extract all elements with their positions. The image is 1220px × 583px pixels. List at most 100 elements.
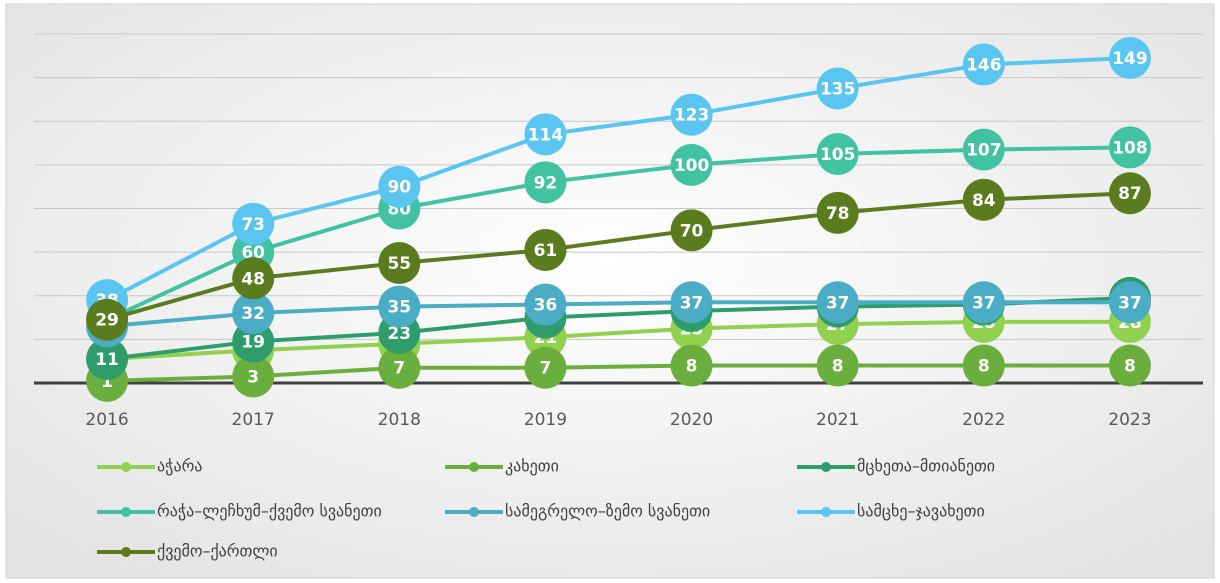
data-label: 149: [1112, 49, 1148, 69]
data-label: 107: [966, 141, 1002, 161]
data-point: [670, 93, 713, 136]
data-point: [1108, 281, 1151, 324]
data-point: [962, 128, 1005, 171]
series-line: [106, 145, 1130, 322]
data-point: [962, 43, 1005, 86]
x-tick-label: 2023: [1108, 410, 1151, 430]
legend-marker: [469, 462, 479, 472]
data-point: [670, 209, 713, 252]
data-label: 29: [95, 311, 119, 331]
data-label: 8: [978, 357, 990, 377]
x-tick-label: 2017: [232, 410, 275, 430]
data-label: 55: [387, 254, 411, 274]
x-tick-label: 2022: [962, 410, 1005, 430]
data-point: [816, 281, 859, 324]
legend-marker: [121, 507, 131, 517]
legend-marker: [121, 462, 131, 472]
data-label: 37: [826, 293, 850, 313]
legend-label: სამეგრელო–ზემო სვანეთი: [505, 502, 710, 521]
data-point: [524, 161, 567, 204]
data-point: [524, 113, 567, 156]
data-point: [378, 285, 421, 328]
data-label: 32: [241, 304, 265, 324]
series-line: [106, 300, 1130, 329]
data-point: [524, 283, 567, 326]
data-point: [1108, 344, 1151, 387]
legend-label: ქვემო–ქართლი: [157, 542, 278, 561]
data-label: 146: [966, 56, 1002, 76]
data-point: [1108, 36, 1151, 79]
data-point: [670, 143, 713, 186]
data-point: [86, 298, 129, 341]
data-label: 37: [1118, 293, 1142, 313]
data-label: 37: [680, 293, 704, 313]
data-point: [232, 355, 275, 398]
data-point: [232, 202, 275, 245]
data-label: 23: [387, 324, 411, 344]
data-label: 8: [832, 357, 844, 377]
data-point: [524, 228, 567, 271]
legend-marker: [121, 547, 131, 557]
data-point: [962, 178, 1005, 221]
data-point: [378, 346, 421, 389]
legend-marker: [821, 462, 831, 472]
data-point: [816, 67, 859, 110]
data-point: [962, 344, 1005, 387]
data-point: [1108, 172, 1151, 215]
data-label: 35: [387, 298, 411, 318]
data-point: [670, 281, 713, 324]
series-line: [106, 55, 1131, 302]
legend-marker: [821, 507, 831, 517]
legend-label: კახეთი: [505, 457, 559, 476]
x-tick-label: 2019: [524, 410, 567, 430]
data-label: 11: [95, 350, 119, 370]
data-label: 135: [820, 80, 856, 100]
data-point: [86, 338, 129, 381]
data-label: 105: [820, 145, 856, 165]
data-label: 87: [1118, 184, 1142, 204]
data-label: 8: [1124, 357, 1136, 377]
data-label: 7: [393, 359, 405, 379]
x-tick-label: 2018: [378, 410, 421, 430]
x-tick-label: 2016: [85, 410, 128, 430]
data-point: [816, 132, 859, 175]
data-label: 90: [387, 178, 411, 198]
data-point: [378, 242, 421, 285]
data-point: [232, 292, 275, 335]
data-point: [962, 281, 1005, 324]
data-label: 60: [241, 243, 265, 263]
data-point: [378, 165, 421, 208]
data-point: [816, 191, 859, 234]
x-tick-label: 2021: [816, 410, 859, 430]
data-label: 1: [101, 372, 113, 392]
data-point: [232, 257, 275, 300]
data-label: 3: [247, 367, 259, 387]
data-point: [524, 346, 567, 389]
data-label: 70: [680, 221, 704, 241]
data-point: [670, 344, 713, 387]
legend-label: მცხეთა–მთიანეთი: [857, 457, 995, 476]
legend-label: სამცხე–ჯავახეთი: [857, 502, 985, 521]
series-line: [106, 319, 1130, 362]
data-label: 8: [686, 357, 698, 377]
series-line: [107, 363, 1130, 383]
legend-label: აჭარა: [157, 457, 202, 476]
data-label: 7: [540, 359, 552, 379]
data-label: 61: [534, 241, 558, 261]
data-label: 108: [1112, 138, 1148, 158]
data-label: 73: [241, 215, 265, 235]
legend-label: რაჭა–ლეჩხუმ–ქვემო სვანეთი: [157, 502, 382, 521]
data-label: 19: [241, 333, 265, 353]
data-label: 100: [674, 156, 710, 176]
data-label: 84: [972, 191, 996, 211]
data-label: 37: [972, 293, 996, 313]
data-label: 92: [534, 173, 558, 193]
legend-marker: [469, 507, 479, 517]
data-label: 78: [826, 204, 850, 224]
series-line: [106, 191, 1131, 322]
chart-background: [5, 3, 1215, 579]
data-point: [1108, 126, 1151, 169]
x-tick-label: 2020: [670, 410, 713, 430]
data-label: 36: [534, 295, 558, 315]
